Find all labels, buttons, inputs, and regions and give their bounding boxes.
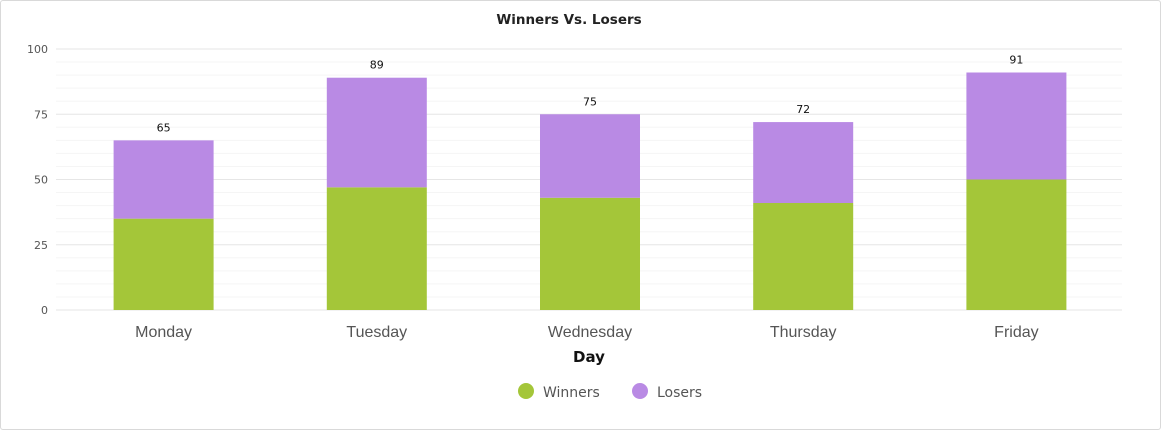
legend-label: Losers xyxy=(657,385,702,401)
x-tick-label: Wednesday xyxy=(548,324,632,341)
total-labels: 65 89 75 72 91 xyxy=(157,53,1024,134)
bar-winners-thursday[interactable] xyxy=(753,202,854,310)
legend-item-winners[interactable]: Winners xyxy=(518,383,600,401)
bar-winners-monday[interactable] xyxy=(113,218,214,310)
legend-label: Winners xyxy=(543,385,600,401)
chart-title: Winners Vs. Losers xyxy=(496,12,641,28)
bar-winners-wednesday[interactable] xyxy=(540,197,640,310)
x-axis-label: Day xyxy=(573,348,605,366)
y-tick-label: 0 xyxy=(41,304,48,317)
total-label: 91 xyxy=(1009,53,1023,66)
y-axis-ticks: 0 25 50 75 100 xyxy=(27,43,48,317)
total-label: 65 xyxy=(157,121,171,134)
bar-group xyxy=(113,72,1067,311)
y-tick-label: 75 xyxy=(34,108,48,121)
total-label: 72 xyxy=(796,103,810,116)
bar-winners-friday[interactable] xyxy=(966,179,1067,311)
y-tick-label: 25 xyxy=(34,239,48,252)
legend-item-losers[interactable]: Losers xyxy=(632,383,702,401)
bar-losers-friday[interactable] xyxy=(966,72,1067,180)
total-label: 89 xyxy=(370,59,384,72)
legend-marker xyxy=(518,383,534,399)
bar-losers-thursday[interactable] xyxy=(753,122,854,203)
legend: Winners Losers xyxy=(518,383,702,401)
y-tick-label: 50 xyxy=(34,174,48,187)
y-tick-label: 100 xyxy=(27,43,48,56)
total-label: 75 xyxy=(583,95,597,108)
bar-winners-tuesday[interactable] xyxy=(326,187,427,310)
x-tick-label: Friday xyxy=(994,324,1038,341)
legend-marker xyxy=(632,383,648,399)
bar-losers-monday[interactable] xyxy=(113,140,214,219)
x-tick-label: Monday xyxy=(135,324,192,341)
bar-losers-tuesday[interactable] xyxy=(326,77,427,188)
x-tick-label: Thursday xyxy=(770,324,837,341)
x-axis-ticks: Monday Tuesday Wednesday Thursday Friday xyxy=(135,324,1038,341)
x-tick-label: Tuesday xyxy=(346,324,407,341)
bar-losers-wednesday[interactable] xyxy=(540,114,640,198)
